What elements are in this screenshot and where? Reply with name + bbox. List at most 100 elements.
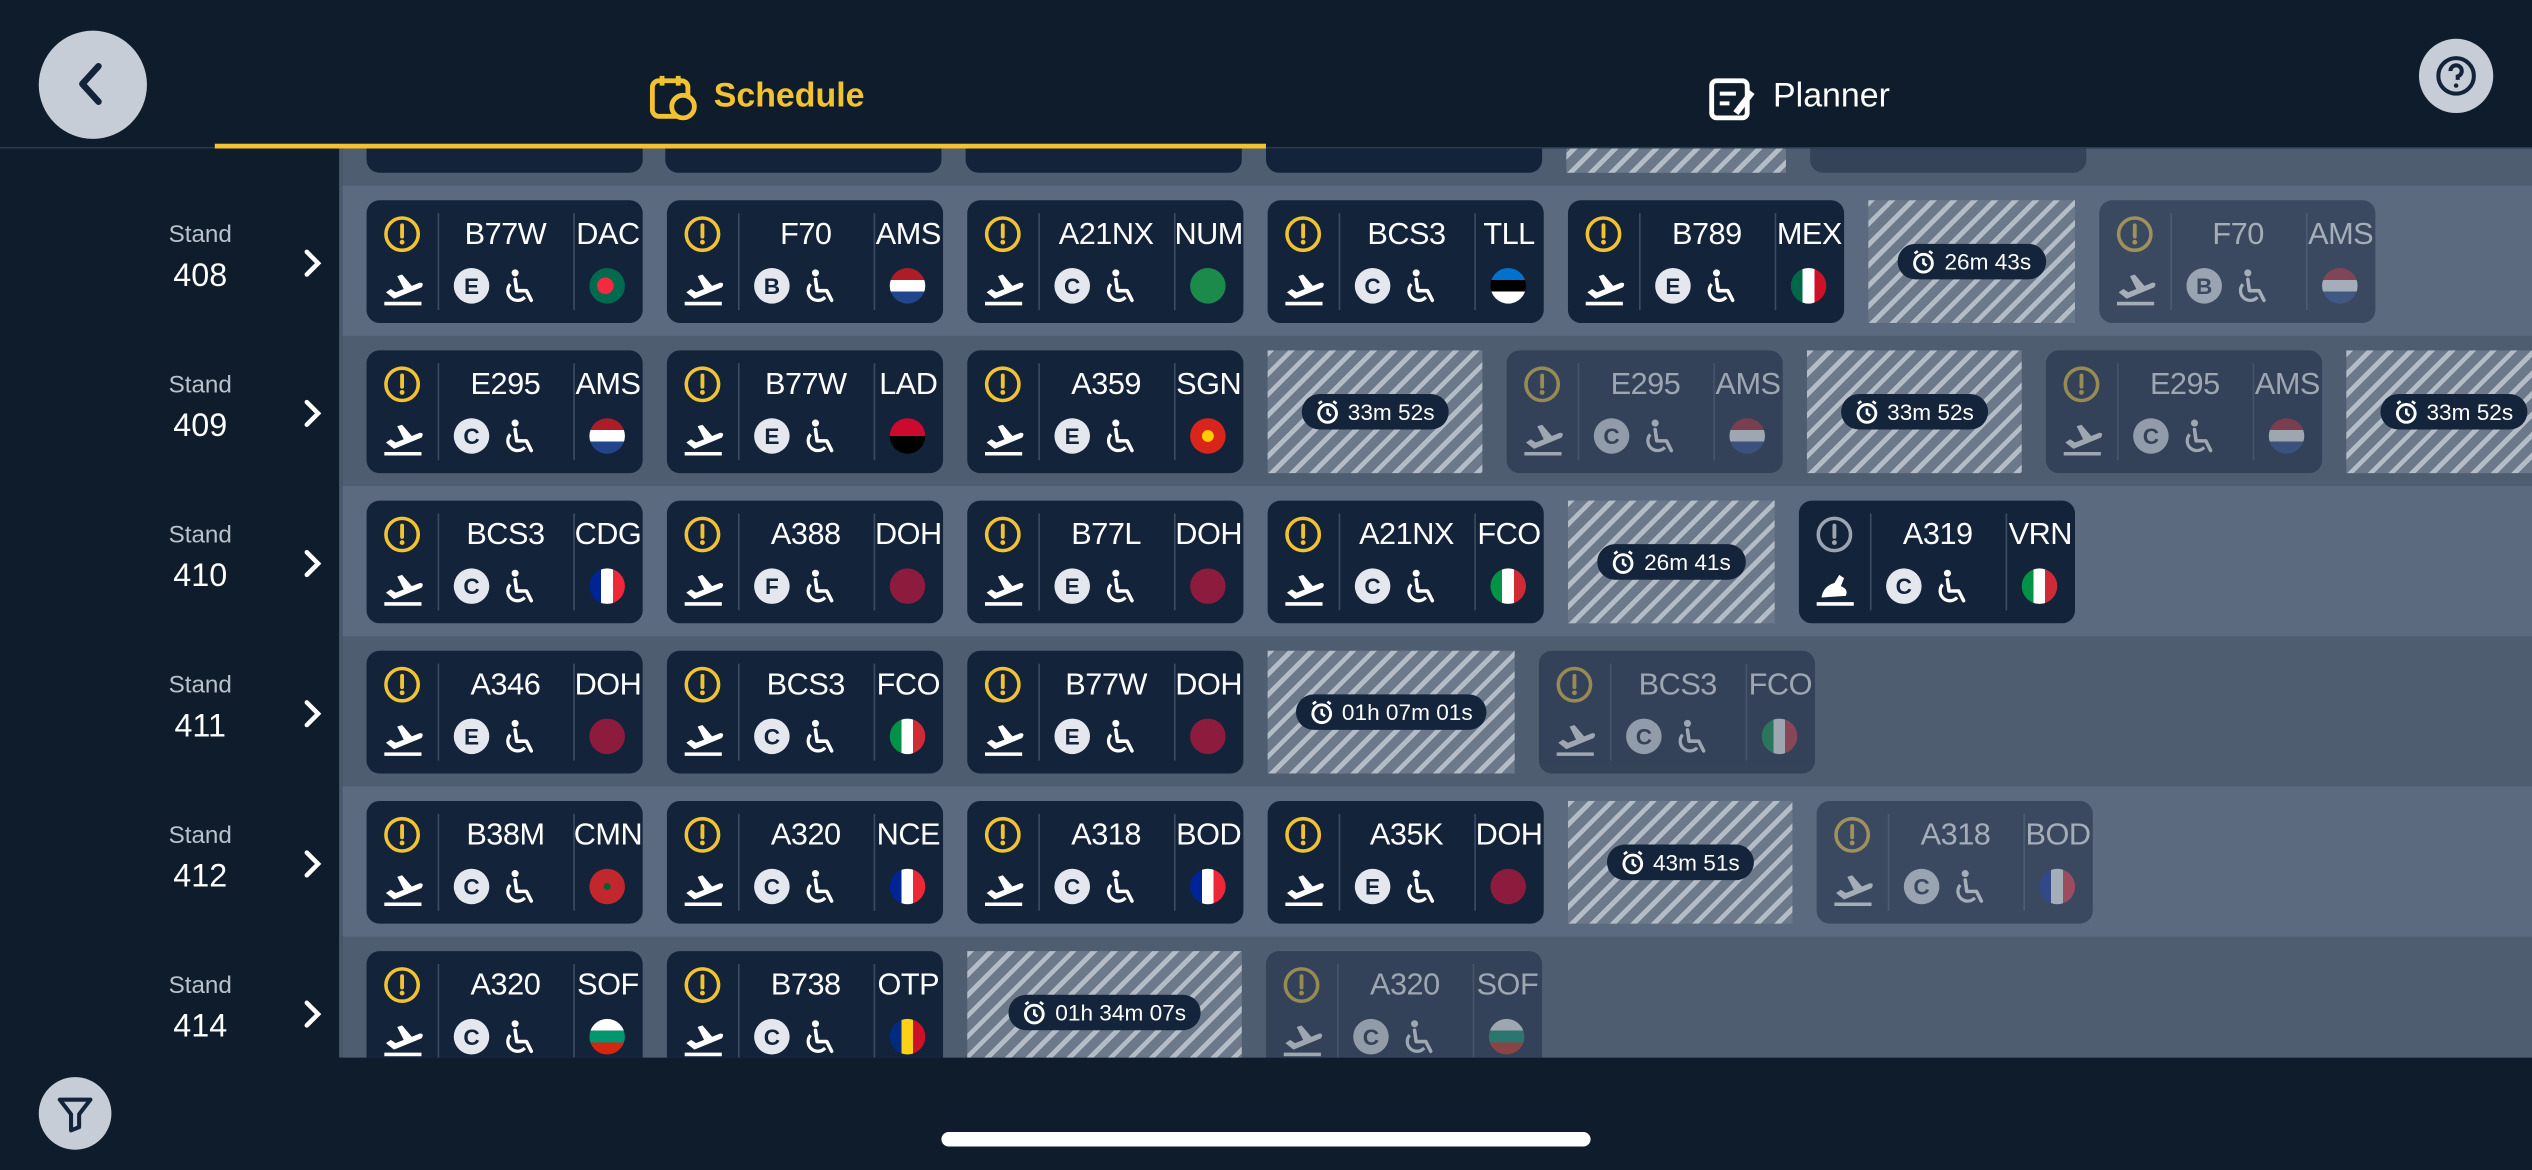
divider [1173,363,1176,461]
back-button[interactable] [38,30,147,139]
aircraft-type: F70 [780,217,832,252]
warning-icon-svg [1816,516,1853,553]
movement-icon-svg [384,1025,423,1057]
divider [1887,813,1890,911]
flag [589,868,625,905]
aircraft-type: B738 [770,968,841,1003]
service-class: F [754,568,790,604]
flight-card[interactable]: A21NX FCO C [1267,500,1544,624]
flight-card[interactable]: A318 BOD C [967,800,1244,924]
wheelchair-icon-svg [506,269,534,303]
aircraft-type: A320 [470,968,541,1003]
divider [1338,513,1341,611]
warning-icon [1555,665,1594,712]
wheelchair-icon-svg [1407,569,1435,603]
flight-card[interactable]: A346 DOH E [366,650,643,774]
flag [1490,868,1526,905]
divider [2023,813,2025,911]
flight-card[interactable]: B77W DOH E [967,650,1244,774]
aircraft-type: E295 [2149,368,2220,403]
movement-icon [982,570,1027,617]
idle-gap: 26m 43s [1868,200,2076,323]
divider [573,213,575,311]
flight-card[interactable]: B77L DOH E [967,500,1244,624]
warning-icon-svg [384,666,421,703]
flight-card[interactable]: B738 OTP C [666,951,944,1058]
clock-icon [1023,1000,1045,1025]
flight-card[interactable]: B77W LAD E [666,350,944,474]
service-class: C [453,1018,490,1055]
flight-card[interactable]: A21NX NUM C [967,200,1244,323]
warning-icon-svg [984,366,1021,403]
flight-card[interactable]: A320 SOF C [366,951,643,1058]
warning-icon [2062,365,2101,412]
clock-icon [1913,250,1934,274]
divider [737,513,740,611]
divider [1173,213,1176,311]
wheelchair-icon [501,719,537,763]
service-class: C [1626,718,1662,755]
movement-icon-svg [384,424,423,456]
flight-card[interactable]: A359 SGN E [967,350,1244,474]
wheelchair-icon [801,268,837,312]
help-icon [2436,56,2476,96]
flight-card[interactable]: BCS3 FCO C [666,650,944,774]
service-class: E [1054,418,1090,454]
warning-icon-svg [2116,216,2153,253]
wheelchair-icon [501,568,537,612]
stand-label: Stand [168,521,232,550]
flight-card[interactable]: A388 DOH F [666,500,944,624]
flight-card[interactable]: E295 AMS C [1506,350,1783,474]
flight-card[interactable]: F70 AMS B [2099,200,2376,323]
movement-icon-svg [1283,1025,1323,1057]
flight-card[interactable]: A319 VRN C [1798,500,2076,624]
schedule-tab[interactable]: Schedule [649,71,865,123]
wheelchair-icon [1702,268,1738,312]
service-class: B [2186,268,2222,304]
divider [1609,663,1612,761]
wheelchair-icon-svg [806,419,834,453]
flight-card [366,148,643,173]
flight-card[interactable]: BCS3 FCO C [1538,650,1816,774]
warning-icon-svg [384,366,421,403]
wheelchair-icon [2180,418,2216,462]
service-class: C [453,568,490,604]
idle-gap: 33m 52s [1806,350,2022,474]
idle-time-pill: 43m 51s [1606,844,1755,881]
aircraft-type: E295 [1610,368,1681,403]
divider [1474,513,1476,611]
flight-card[interactable]: E295 AMS C [366,350,643,474]
flight-card[interactable]: A320 NCE C [666,800,944,924]
service-class: C [453,418,490,454]
service-class: C [1354,568,1391,604]
warning-icon-svg [684,666,721,703]
divider [1337,964,1339,1058]
divider [437,513,440,611]
flight-card[interactable]: E295 AMS C [2045,350,2323,474]
flight-card[interactable]: F70 AMS B [666,200,944,323]
flight-card[interactable]: B77W DAC E [366,200,643,323]
row-chevron [300,848,326,888]
filter-button[interactable] [38,1077,112,1150]
flag [1490,268,1526,304]
idle-gap: 01h 07m 01s [1267,650,1515,774]
aircraft-type: B77W [1065,668,1147,703]
flight-card[interactable]: A35K DOH E [1267,800,1544,924]
flight-card[interactable]: A318 BOD C [1816,800,2093,924]
aircraft-type: B77L [1071,518,1142,553]
help-button[interactable] [2418,38,2494,114]
wheelchair-icon-svg [806,719,834,753]
flight-card[interactable]: B789 MEX E [1567,200,1845,323]
flight-card[interactable]: BCS3 CDG C [366,500,643,624]
flag [889,1018,926,1055]
movement-icon-svg [384,725,423,756]
destination: NUM [1174,217,1243,252]
flight-card[interactable]: B38M CMN C [366,800,643,924]
flag [2039,868,2076,905]
flag [1790,268,1827,304]
idle-time-pill: 33m 52s [1300,394,1450,430]
flight-card[interactable]: BCS3 TLL C [1267,200,1544,323]
flight-card[interactable]: A320 SOF C [1266,951,1543,1058]
wheelchair-icon-svg [1646,419,1674,453]
planner-tab[interactable]: Planner [1708,71,1890,123]
